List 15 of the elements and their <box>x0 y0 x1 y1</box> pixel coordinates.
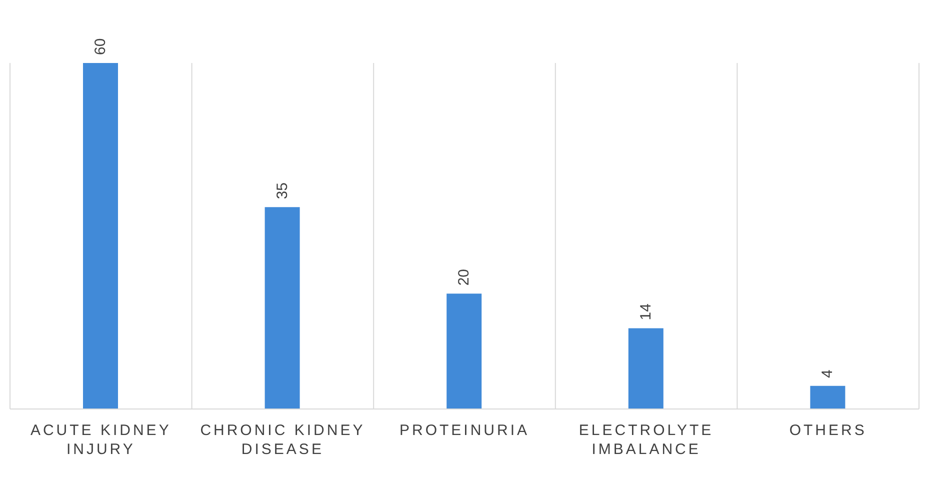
data-label: 35 <box>274 182 291 200</box>
bar <box>628 328 664 409</box>
x-tick-label: ELECTROLYTE IMBALANCE <box>578 422 714 458</box>
data-label: 60 <box>92 38 109 55</box>
x-tick-label: CHRONIC KIDNEY DISEASE <box>200 422 366 458</box>
data-label: 20 <box>456 268 473 286</box>
bar <box>83 63 118 409</box>
bar <box>446 294 482 409</box>
bar <box>264 207 300 409</box>
data-label: 14 <box>637 304 654 320</box>
data-label: 4 <box>819 370 836 378</box>
x-tick-label: PROTEINURIA <box>399 422 530 439</box>
bar <box>810 386 846 409</box>
x-tick-label: OTHERS <box>789 422 867 439</box>
x-tick-label: ACUTE KIDNEY INJURY <box>30 422 172 458</box>
